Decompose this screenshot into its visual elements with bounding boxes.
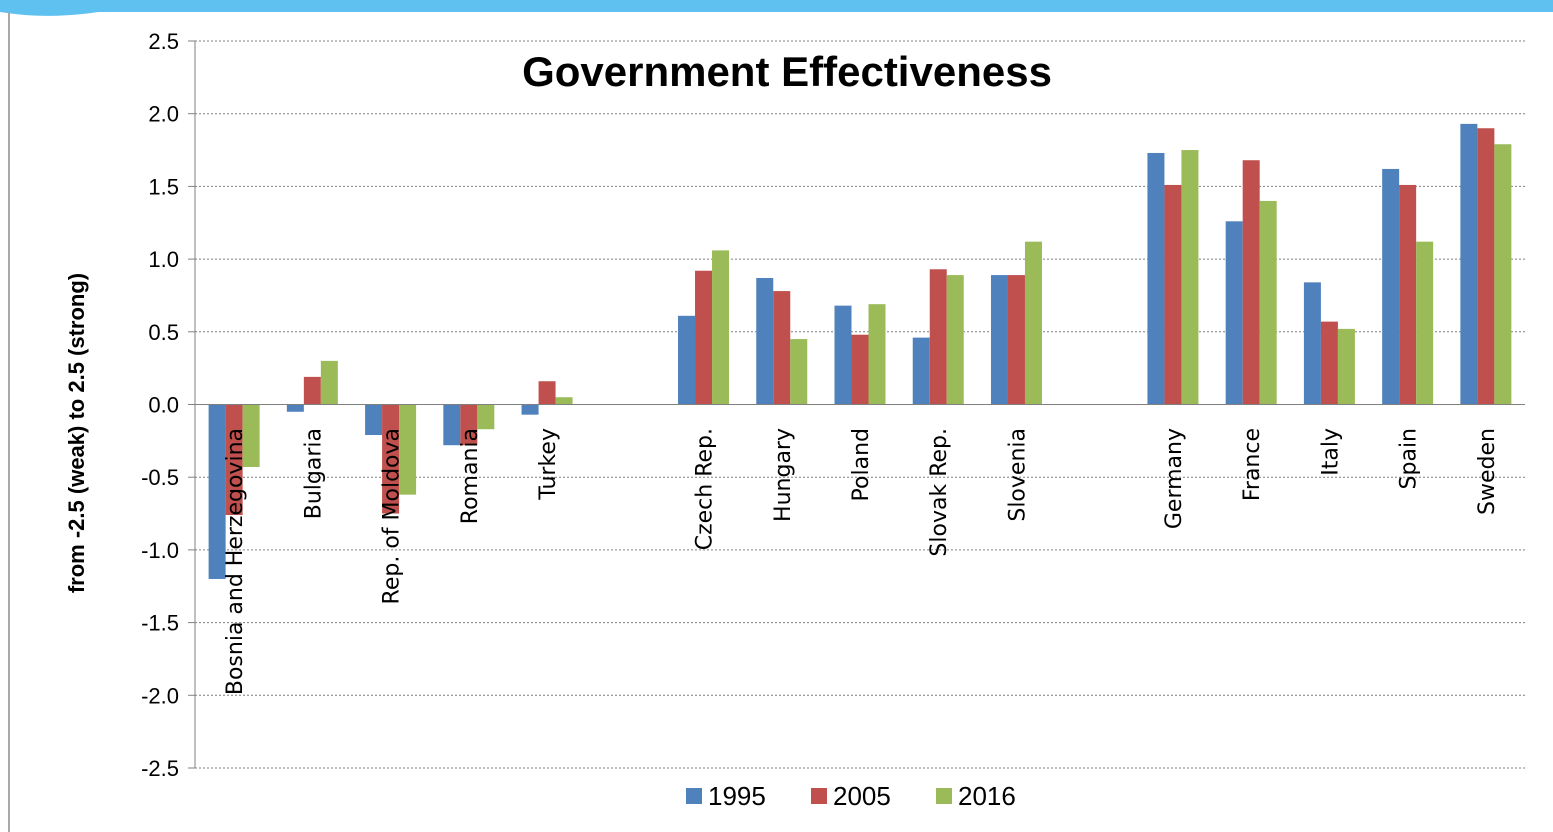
bar-2016-spain (1416, 241, 1434, 405)
bar-2016-slovenia (1024, 241, 1042, 405)
y-tick-label: 2.5 (148, 29, 179, 54)
bar-2005-italy (1320, 321, 1338, 405)
y-tick-label: 0.0 (148, 393, 179, 418)
bar-1995-slovak-rep- (912, 337, 930, 405)
legend-swatch (686, 788, 702, 804)
bar-1995-czech-rep- (678, 315, 696, 405)
bar-2005-bulgaria (303, 376, 321, 405)
legend-swatch (811, 788, 827, 804)
category-label: Czech Rep. (693, 428, 718, 550)
category-label: Italy (1318, 428, 1343, 476)
y-tick-label: -2.5 (141, 756, 179, 781)
top-accent-wave (0, 0, 1553, 16)
legend-label: 2005 (833, 781, 891, 811)
category-label: Poland (849, 428, 874, 501)
gridlines (195, 40, 1525, 769)
bar-2005-turkey (538, 381, 556, 405)
y-tick-label: -1.0 (141, 538, 179, 563)
bar-2005-slovenia (1007, 275, 1025, 405)
category-labels: Bosnia and Herzegovina Bulgaria Rep. of Mo… (223, 428, 1500, 695)
bar-2016-france (1259, 200, 1277, 405)
bar-2005-slovak-rep- (929, 269, 947, 405)
bar-1995-slovenia (990, 275, 1008, 405)
bar-2016-slovak-rep- (946, 275, 964, 405)
bar-2016-turkey (555, 397, 573, 405)
bar-2005-germany (1164, 184, 1182, 405)
y-tick-label: -2.0 (141, 683, 179, 708)
y-tick-label: 1.0 (148, 247, 179, 272)
legend-label: 1995 (708, 781, 766, 811)
bar-1995-spain (1382, 168, 1400, 405)
bar-2016-bulgaria (320, 360, 338, 405)
category-label: Bulgaria (301, 428, 326, 519)
bar-2016-romania (477, 404, 495, 430)
legend-label: 2016 (958, 781, 1016, 811)
bar-2016-hungary (790, 339, 808, 405)
top-wave-shape (0, 0, 1553, 16)
bar-2005-romania (460, 404, 478, 446)
bar-2005-spain (1399, 184, 1417, 405)
bar-2016-czech-rep- (712, 250, 730, 405)
bar-1995-france (1225, 221, 1243, 405)
y-tick-label: 1.5 (148, 174, 179, 199)
category-label: Turkey (536, 428, 561, 501)
bar-1995-rep-of-moldova (365, 404, 383, 436)
bar-1995-bosnia-and-herzegovina (208, 404, 226, 579)
bar-2016-poland (868, 304, 886, 405)
bar-2005-hungary (773, 291, 791, 405)
bar-2005-sweden (1477, 128, 1495, 405)
bar-1995-germany (1147, 152, 1165, 405)
bar-2016-sweden (1494, 144, 1512, 405)
y-tick-label: 2.0 (148, 102, 179, 127)
category-label: Bosnia and Herzegovina (223, 428, 248, 695)
bar-1995-sweden (1460, 123, 1478, 405)
bar-2005-rep-of-moldova (382, 404, 400, 514)
y-tick-label: 0.5 (148, 320, 179, 345)
bar-1995-bulgaria (286, 404, 304, 412)
axes (194, 41, 1525, 768)
bar-2016-bosnia-and-herzegovina (242, 404, 260, 468)
category-label: Slovak Rep. (927, 428, 952, 557)
bar-1995-hungary (756, 278, 774, 405)
bar-2005-france (1242, 160, 1260, 405)
bar-2005-czech-rep- (695, 270, 713, 405)
bar-1995-romania (443, 404, 461, 446)
chart-title: Government Effectiveness (522, 48, 1052, 95)
bar-1995-italy (1303, 282, 1321, 405)
bars (208, 123, 1512, 579)
category-label: Spain (1397, 428, 1422, 489)
y-tick-label: -1.5 (141, 611, 179, 636)
category-label: Rep. of Moldova (380, 428, 405, 604)
legend-swatch (936, 788, 952, 804)
y-axis-label: from -2.5 (weak) to 2.5 (strong) (64, 273, 89, 593)
bar-2016-germany (1181, 150, 1199, 405)
y-tick-label: -0.5 (141, 465, 179, 490)
bar-2005-bosnia-and-herzegovina (225, 404, 243, 515)
bar-2005-poland (851, 334, 869, 405)
bar-2016-italy (1337, 328, 1355, 405)
bar-1995-poland (834, 305, 852, 405)
category-label: Germany (1162, 428, 1187, 529)
category-label: Slovenia (1005, 428, 1030, 522)
category-label: Romania (458, 428, 483, 524)
category-label: France (1240, 428, 1265, 501)
bar-1995-turkey (521, 404, 539, 415)
left-border-rule (8, 12, 10, 832)
category-label: Hungary (771, 428, 796, 522)
category-label: Sweden (1475, 428, 1500, 515)
legend: 1995 2005 2016 (686, 781, 1016, 811)
y-axis-ticks: 2.5 2.0 1.5 1.0 0.5 0.0 -0.5 -1.0 -1.5 -2.0 -2.5 (141, 29, 195, 781)
bar-2016-rep-of-moldova (399, 404, 417, 495)
